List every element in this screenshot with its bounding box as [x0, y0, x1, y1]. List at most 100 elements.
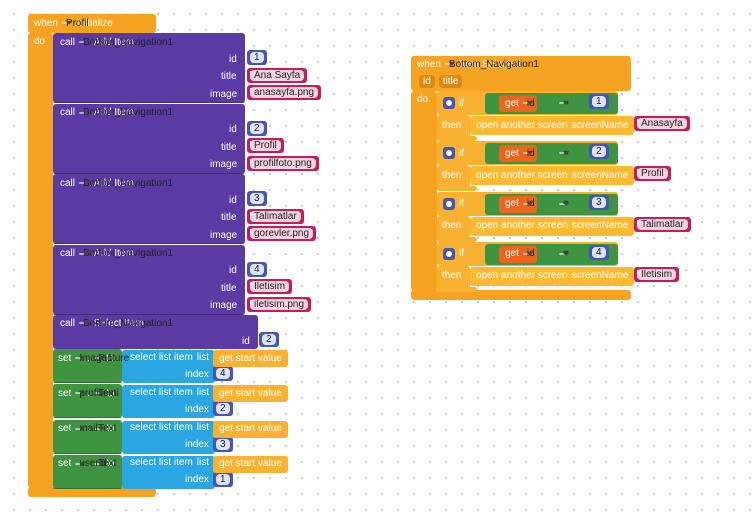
quote	[250, 88, 252, 92]
compare-value: 4	[592, 246, 606, 258]
dropdown-arrow	[98, 461, 105, 466]
text-block: Talimatlar	[634, 216, 691, 232]
component-dropdown[interactable]: Bottom_Navigation1	[79, 318, 173, 329]
operator-dropdown[interactable]: =	[559, 98, 569, 109]
variable-dropdown[interactable]: id	[522, 248, 535, 259]
method-call-block	[53, 244, 245, 315]
get-variable-row: get id	[505, 196, 535, 212]
screen-name: Anasayfa	[637, 118, 687, 129]
select-list-item-block	[122, 385, 215, 419]
dropdown-arrow	[83, 321, 90, 325]
select-label: select list item	[130, 386, 193, 398]
event-header	[28, 14, 156, 33]
arg-name: image	[210, 88, 238, 100]
get-variable-block	[499, 145, 537, 163]
open-another-screen-block	[470, 166, 634, 186]
property-dropdown[interactable]: Text	[94, 458, 116, 469]
action-label: open another screen	[476, 169, 568, 181]
arg-name: id	[229, 192, 237, 208]
if-label: if	[459, 248, 464, 260]
arg-name: id	[229, 53, 237, 65]
when-label: when	[34, 17, 58, 29]
arg-name: image	[210, 227, 237, 243]
text-block: Profil	[247, 138, 284, 153]
get-start-value-block	[213, 420, 288, 438]
arg-name: image	[210, 300, 238, 311]
method-call-block	[53, 315, 258, 349]
dropdown-arrow	[98, 426, 105, 431]
if-block-footer	[437, 236, 477, 242]
compare-value: 1	[592, 96, 606, 107]
setter-row: set Image1. Picture to	[58, 350, 129, 366]
arg-value: profilfoto.png	[250, 157, 316, 169]
component-dropdown[interactable]: Bottom_Navigation1	[444, 59, 539, 70]
property-dropdown[interactable]: Text	[94, 388, 116, 399]
dropdown-arrow	[563, 151, 569, 156]
component-dropdown[interactable]: Bottom_Navigation1	[79, 107, 173, 118]
text-block: İletisim	[634, 266, 680, 282]
component-dropdown[interactable]: mail	[75, 423, 98, 434]
index-label: index	[185, 403, 209, 415]
dropdown-arrow	[83, 110, 90, 115]
component-dropdown[interactable]: Image1	[75, 353, 113, 364]
get-label: get	[505, 198, 519, 210]
variable-dropdown[interactable]: id	[522, 198, 535, 209]
field-text: Bottom_Navigation1	[83, 177, 174, 189]
operator-dropdown[interactable]: =	[559, 198, 569, 209]
text-block: Talimatlar	[247, 208, 304, 224]
if-block-footer	[437, 136, 477, 141]
arg-name: screenName	[571, 220, 629, 232]
quote	[250, 299, 252, 304]
component-dropdown[interactable]: Bottom_Navigation1	[79, 178, 173, 189]
arg-value: İletisim	[250, 281, 290, 292]
component-dropdown[interactable]: Profil	[61, 18, 89, 29]
then-row: then	[442, 167, 461, 183]
component-dropdown[interactable]: Bottom_Navigation1	[79, 37, 173, 48]
method-call-header: call Bottom_Navigation1 .Select Item	[60, 315, 173, 331]
variable-dropdown[interactable]: id	[522, 148, 535, 159]
if-block-footer	[437, 186, 477, 192]
action-label: open another screen	[476, 220, 568, 232]
property-dropdown[interactable]: Text	[94, 423, 116, 434]
if-label: if	[459, 97, 464, 109]
event-footer	[28, 487, 156, 497]
field-text: Text	[98, 423, 117, 435]
setter-block	[53, 454, 122, 489]
then-label: then	[442, 119, 462, 131]
number-block: 4	[589, 244, 609, 260]
quote	[637, 169, 639, 174]
call-label: call	[60, 107, 76, 118]
dropdown-arrow	[526, 101, 533, 105]
arg-value: anasayfa.png	[250, 87, 319, 98]
get-start-value-label: get start value	[219, 458, 282, 470]
get-label: get	[505, 248, 519, 260]
method-name: .Add Item	[91, 177, 134, 189]
if-label: if	[459, 198, 464, 210]
open-screen-row: open another screen screenName	[476, 218, 628, 234]
number-block: 2	[213, 401, 233, 417]
set-label: set	[58, 423, 72, 435]
to-label: to	[106, 458, 115, 470]
index-label: index	[185, 366, 209, 382]
component-dropdown[interactable]: userid	[75, 458, 107, 469]
block-separator	[53, 452, 122, 454]
index-label: index	[185, 368, 209, 380]
list-label: list	[196, 351, 210, 363]
index-label: index	[185, 437, 209, 453]
if-row: if	[459, 196, 464, 212]
operator-dropdown[interactable]: =	[559, 248, 569, 259]
event-footer	[411, 290, 631, 300]
variable-dropdown[interactable]: id	[522, 98, 535, 109]
mutator-gear	[443, 147, 455, 160]
field-text: Bottom_Navigation1	[83, 107, 174, 118]
component-dropdown[interactable]: profilismi	[75, 388, 119, 399]
operator-dropdown[interactable]: =	[559, 148, 569, 159]
component-dropdown[interactable]: Bottom_Navigation1	[79, 248, 173, 259]
gear-center	[446, 250, 452, 257]
property-dropdown[interactable]: Picture	[94, 353, 129, 364]
arg-name: id	[229, 51, 237, 67]
call-label: call	[60, 248, 76, 259]
dot-label: .	[87, 352, 91, 364]
block-separator	[53, 243, 245, 244]
number-block: 1	[589, 94, 609, 109]
